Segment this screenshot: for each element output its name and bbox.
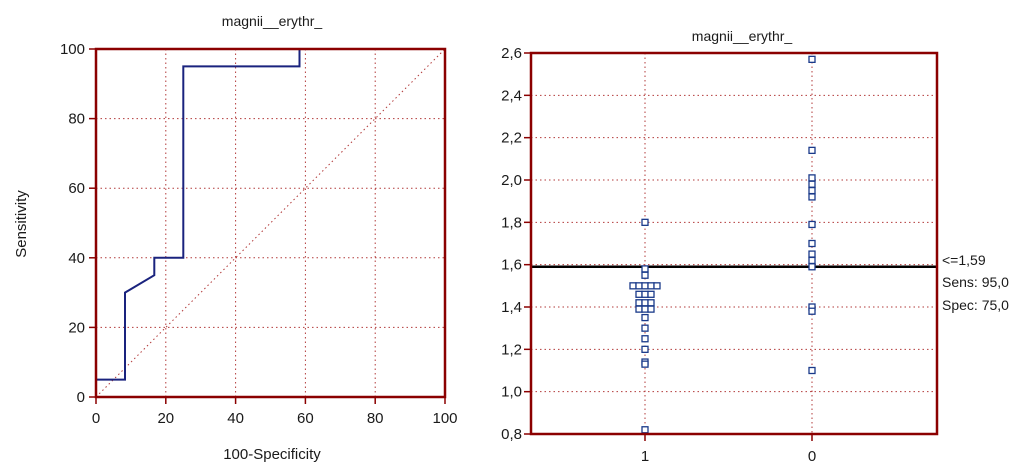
dot-y-ticks: 0,8 1,0 1,2 1,4 1,6 1,8 2,0 2,2 2,4 2,6 — [501, 45, 531, 443]
data-point — [641, 271, 649, 279]
data-point — [808, 239, 816, 248]
data-point — [641, 360, 649, 368]
roc-y-tick-label: 0 — [77, 389, 85, 406]
roc-reference-line — [95, 48, 446, 398]
data-point — [641, 299, 649, 307]
data-point — [635, 290, 643, 298]
data-point — [808, 256, 816, 265]
data-point — [641, 265, 649, 273]
dot-x-tick-label: 0 — [808, 448, 816, 465]
dot-points — [629, 55, 816, 434]
roc-x-tick-label: 100 — [432, 410, 457, 427]
data-point — [647, 299, 655, 307]
specificity-label: Spec: 75,0 — [942, 297, 1009, 313]
data-point — [808, 193, 816, 201]
roc-x-ticks: 0 20 40 60 80 100 — [92, 397, 458, 427]
roc-curve-line — [95, 48, 445, 397]
cutoff-label: <=1,59 — [942, 252, 986, 268]
data-point — [808, 55, 816, 63]
data-point — [641, 335, 649, 343]
roc-chart: magnii__erythr_ Sensitivity 100-Specific… — [13, 13, 458, 463]
data-point — [808, 174, 816, 182]
roc-plot-frame — [94, 47, 447, 399]
data-point — [647, 305, 655, 313]
data-point — [641, 282, 649, 290]
data-point — [635, 299, 643, 307]
data-point — [808, 146, 816, 155]
dot-gridlines — [531, 53, 937, 434]
dot-y-tick-label: 2,2 — [501, 130, 522, 147]
roc-y-tick-label: 60 — [68, 180, 85, 197]
dot-y-tick-label: 1,0 — [501, 384, 522, 401]
roc-y-tick-label: 20 — [68, 319, 85, 336]
data-point — [641, 426, 649, 434]
roc-x-tick-label: 60 — [297, 410, 314, 427]
data-point — [641, 305, 649, 313]
dot-y-tick-label: 1,6 — [501, 257, 522, 274]
roc-y-tick-label: 100 — [60, 41, 85, 58]
data-point — [635, 305, 643, 313]
dot-y-tick-label: 1,2 — [501, 341, 522, 358]
dot-y-tick-label: 2,6 — [501, 45, 522, 62]
roc-y-ticks: 0 20 40 60 80 100 — [60, 41, 96, 406]
dot-chart: magnii__erythr_ 0,8 1,0 1,2 1,4 1,6 1,8 2,0 2,2… — [501, 28, 1009, 465]
dot-y-tick-label: 2,4 — [501, 87, 522, 104]
data-point — [808, 307, 816, 315]
dot-y-tick-label: 1,8 — [501, 214, 522, 231]
data-point — [808, 220, 816, 229]
sensitivity-label: Sens: 95,0 — [942, 274, 1009, 290]
data-point — [647, 282, 655, 290]
roc-xlabel: 100-Specificity — [223, 446, 321, 463]
data-point — [808, 366, 816, 375]
data-point — [635, 282, 643, 290]
dot-title: magnii__erythr_ — [692, 28, 793, 44]
roc-x-tick-label: 80 — [367, 410, 384, 427]
dot-plot-frame — [529, 51, 939, 436]
roc-x-tick-label: 40 — [227, 410, 244, 427]
roc-title: magnii__erythr_ — [222, 13, 323, 29]
data-point — [641, 345, 649, 353]
data-point — [641, 324, 649, 332]
roc-x-tick-label: 20 — [157, 410, 174, 427]
data-point — [808, 180, 816, 188]
data-point — [641, 313, 649, 322]
data-point — [808, 263, 816, 271]
dot-x-tick-label: 1 — [641, 448, 649, 465]
data-point — [641, 290, 649, 298]
data-point — [808, 250, 816, 258]
data-point — [808, 186, 816, 195]
data-point — [653, 282, 661, 290]
data-point — [629, 282, 637, 290]
roc-ylabel: Sensitivity — [13, 190, 30, 258]
dot-y-tick-label: 0,8 — [501, 426, 522, 443]
data-point — [641, 218, 649, 226]
dot-y-tick-label: 1,4 — [501, 299, 522, 316]
roc-x-tick-label: 0 — [92, 410, 100, 427]
data-point — [647, 290, 655, 298]
dot-y-tick-label: 2,0 — [501, 172, 522, 189]
roc-y-tick-label: 40 — [68, 250, 85, 267]
roc-y-tick-label: 80 — [68, 111, 85, 128]
